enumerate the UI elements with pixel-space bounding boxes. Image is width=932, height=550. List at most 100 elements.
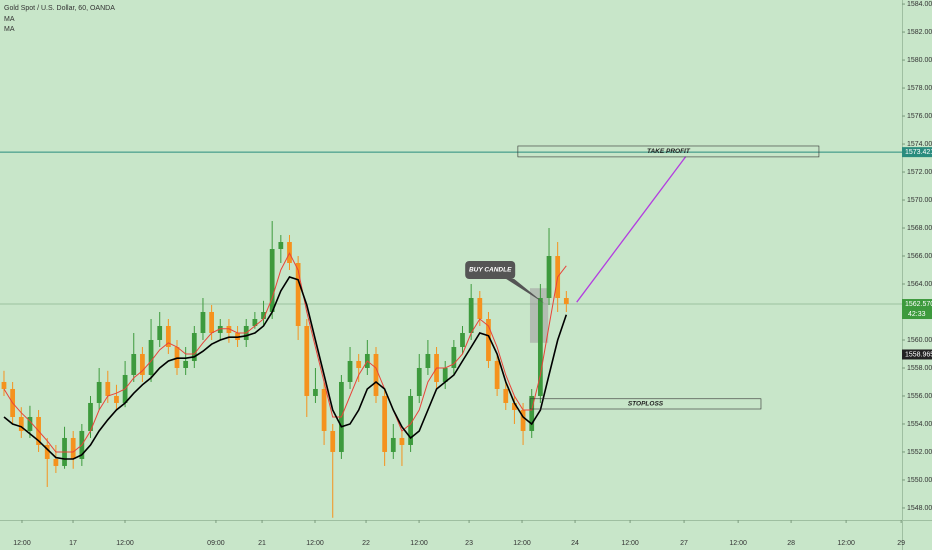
take-profit-price-bg (902, 147, 932, 158)
candle-body (468, 298, 474, 333)
y-tick-label: 1574.000 (907, 141, 932, 148)
candle-body (183, 360, 189, 368)
x-tick-label: 23 (465, 540, 473, 547)
countdown: 42:33 (908, 311, 926, 318)
y-tick-label: 1568.000 (907, 225, 932, 232)
candle-body (226, 325, 232, 333)
take-profit-price: 1573.421 (905, 149, 932, 156)
y-tick-label: 1560.000 (907, 337, 932, 344)
candle-body (18, 416, 24, 431)
candle-body (295, 263, 301, 326)
callout-pointer (506, 279, 545, 304)
take-profit-label: TAKE PROFIT (647, 148, 691, 155)
x-tick-label: 29 (897, 540, 905, 547)
ma-line (3, 276, 568, 460)
take-profit-box (517, 145, 820, 158)
candle-body (416, 367, 422, 396)
candle-body (477, 298, 483, 319)
x-tick-label: 12:00 (306, 540, 324, 547)
stoploss-label: STOPLOSS (628, 401, 664, 408)
candle-body (425, 353, 431, 368)
indicator-label: MA (4, 16, 15, 23)
x-tick-label: 12:00 (13, 540, 31, 547)
ma-price-bg (902, 349, 932, 360)
projection-line (576, 156, 687, 303)
candle-body (209, 312, 214, 333)
candle-body (1, 381, 7, 389)
ma-line (3, 252, 567, 453)
candle-body (373, 353, 379, 396)
candle-body (537, 298, 543, 396)
callout-label: BUY CANDLE (469, 267, 512, 274)
candle-body (278, 242, 284, 250)
candle-body (114, 395, 119, 403)
x-tick-label: 12:00 (729, 540, 747, 547)
x-tick-label: 17 (69, 540, 77, 547)
candle-body (503, 388, 509, 403)
candle-body (512, 402, 517, 410)
candle-body (390, 437, 396, 452)
y-tick-label: 1572.000 (907, 169, 932, 176)
countdown-bg (902, 309, 932, 320)
candle-body (53, 458, 59, 466)
candle-body (70, 437, 76, 459)
x-tick-label: 27 (680, 540, 688, 547)
candle-body (269, 249, 275, 312)
candle-body (313, 388, 318, 396)
x-tick-label: 12:00 (410, 540, 428, 547)
candle-body (200, 312, 206, 333)
candle-body (563, 298, 569, 305)
stoploss-box (529, 398, 762, 410)
y-tick-label: 1558.000 (907, 365, 932, 372)
x-tick-label: 12:00 (116, 540, 134, 547)
candle-body (140, 353, 145, 375)
x-tick-label: 12:00 (513, 540, 531, 547)
chart-title: Gold Spot / U.S. Dollar, 60, OANDA (4, 5, 115, 12)
candle-body (347, 360, 353, 382)
candle-body (408, 395, 413, 445)
y-tick-label: 1570.000 (907, 197, 932, 204)
candle-body (304, 325, 310, 396)
x-tick-label: 12:00 (621, 540, 639, 547)
candle-body (148, 339, 154, 375)
y-tick-label: 1556.000 (907, 393, 932, 400)
candle-body (191, 332, 197, 361)
candle-body (88, 402, 93, 431)
candle-body (44, 444, 50, 459)
candle-body (451, 346, 457, 368)
candle-body (131, 353, 137, 375)
y-tick-label: 1550.000 (907, 477, 932, 484)
candle-body (356, 360, 362, 368)
y-tick-label: 1576.000 (907, 113, 932, 120)
candle-body (520, 409, 526, 431)
y-tick-label: 1582.000 (907, 29, 932, 36)
y-tick-label: 1580.000 (907, 57, 932, 64)
candle-body (96, 381, 102, 403)
callout-box (465, 261, 516, 280)
x-tick-label: 09:00 (207, 540, 225, 547)
indicator-label: MA (4, 26, 15, 33)
candle-body (460, 332, 465, 347)
candle-body (399, 437, 405, 445)
candle-body (105, 381, 111, 396)
candle-body (261, 312, 266, 319)
x-tick-label: 12:00 (837, 540, 855, 547)
candle-body (165, 325, 171, 347)
candle-body (157, 325, 163, 340)
candle-body (27, 416, 33, 431)
candle-body (486, 318, 491, 361)
last-price: 1562.570 (905, 301, 932, 308)
candle-body (494, 360, 500, 389)
x-tick-label: 28 (787, 540, 795, 547)
candle-body (217, 325, 223, 333)
y-tick-label: 1548.000 (907, 505, 932, 512)
ma-price: 1558.965 (905, 351, 932, 358)
y-tick-label: 1552.000 (907, 449, 932, 456)
x-tick-label: 24 (571, 540, 579, 547)
candle-body (546, 256, 552, 299)
candle-body (529, 395, 535, 431)
y-tick-label: 1566.000 (907, 253, 932, 260)
x-tick-label: 21 (258, 540, 266, 547)
candle-body (252, 318, 258, 326)
